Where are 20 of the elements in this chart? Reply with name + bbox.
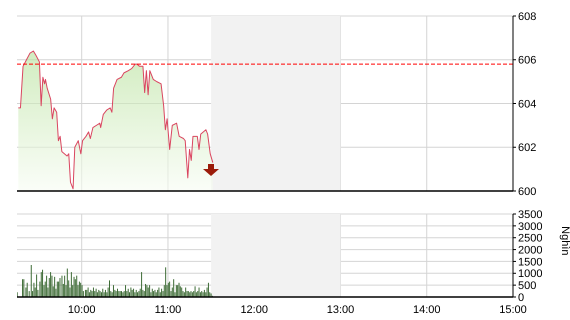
y-tick-label: 606 bbox=[518, 54, 536, 67]
y-tick-label: 2000 bbox=[518, 244, 542, 256]
x-tick-label: 11:00 bbox=[154, 304, 182, 316]
y-tick-label: 602 bbox=[518, 142, 536, 154]
y-axis-title: Nghìn bbox=[559, 226, 570, 256]
y-tick-label: 604 bbox=[518, 98, 536, 110]
x-tick-label: 15:00 bbox=[499, 304, 527, 316]
y-tick-label: 0 bbox=[518, 292, 524, 304]
y-tick-label: 1500 bbox=[518, 256, 542, 268]
x-tick-label: 13:00 bbox=[326, 304, 354, 316]
x-tick-label: 10:00 bbox=[68, 304, 96, 316]
x-tick-label: 12:00 bbox=[240, 304, 268, 316]
y-tick-label: 1000 bbox=[518, 268, 542, 280]
y-tick-label: 608 bbox=[518, 10, 536, 23]
y-tick-label: 2500 bbox=[518, 232, 542, 245]
y-tick-label: 600 bbox=[518, 186, 536, 198]
y-tick-label: 3500 bbox=[518, 208, 542, 221]
y-tick-label: 500 bbox=[518, 280, 536, 292]
x-tick-label: 14:00 bbox=[412, 304, 441, 316]
y-tick-label: 3000 bbox=[518, 220, 542, 233]
